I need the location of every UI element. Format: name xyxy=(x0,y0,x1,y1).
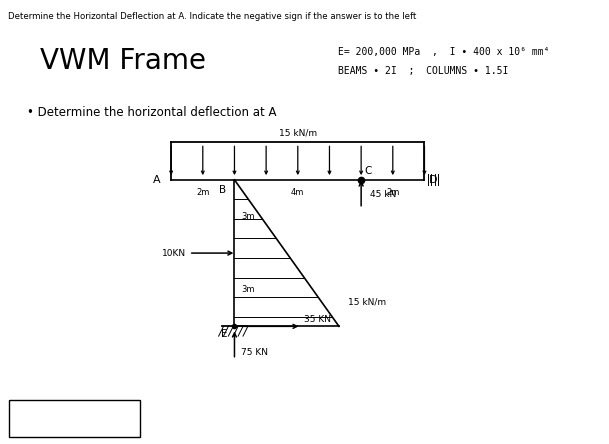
Text: 45 kN: 45 kN xyxy=(370,190,396,199)
Text: 2m: 2m xyxy=(386,188,400,197)
Text: VWM Frame: VWM Frame xyxy=(40,47,206,75)
Text: B: B xyxy=(219,185,227,195)
FancyBboxPatch shape xyxy=(9,400,140,437)
Text: • Determine the horizontal deflection at A: • Determine the horizontal deflection at… xyxy=(27,106,277,119)
Text: C: C xyxy=(364,166,371,176)
Text: D: D xyxy=(429,175,438,185)
Text: 35 KN: 35 KN xyxy=(304,315,331,324)
Text: 3m: 3m xyxy=(242,285,255,294)
Text: E= 200,000 MPa  ,  I • 400 x 10⁶ mm⁴: E= 200,000 MPa , I • 400 x 10⁶ mm⁴ xyxy=(338,47,549,57)
Text: 15 kN/m: 15 kN/m xyxy=(279,129,317,138)
Text: 3m: 3m xyxy=(242,212,255,221)
Text: 4m: 4m xyxy=(291,188,304,197)
Text: 15 kN/m: 15 kN/m xyxy=(348,297,386,306)
Text: BEAMS • 2I  ;  COLUMNS • 1.5I: BEAMS • 2I ; COLUMNS • 1.5I xyxy=(338,66,509,76)
Text: E: E xyxy=(220,329,227,339)
Text: 2m: 2m xyxy=(196,188,209,197)
Text: A: A xyxy=(152,175,160,185)
Text: 75 KN: 75 KN xyxy=(241,349,267,357)
Text: Determine the Horizontal Deflection at A. Indicate the negative sign if the answ: Determine the Horizontal Deflection at A… xyxy=(8,12,417,20)
Text: 10KN: 10KN xyxy=(161,249,186,258)
